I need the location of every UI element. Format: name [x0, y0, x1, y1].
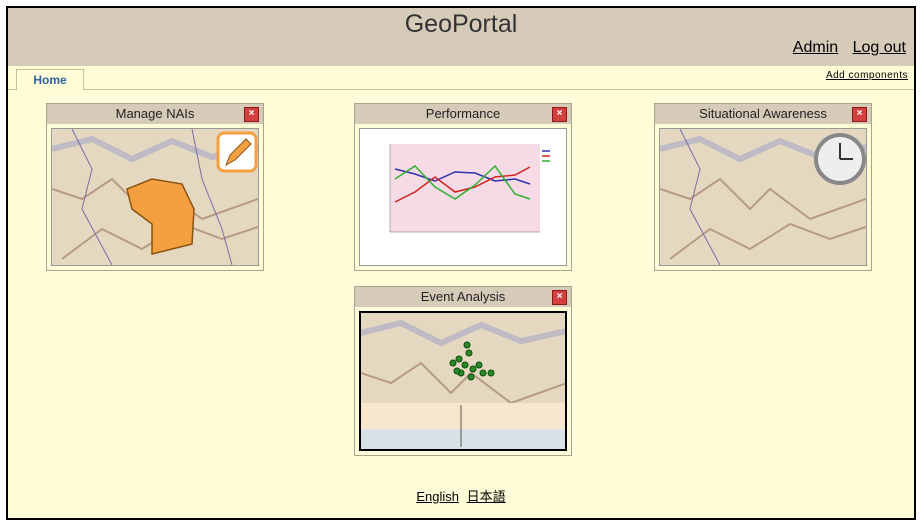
header: GeoPortal Admin Log out [8, 8, 914, 66]
close-icon[interactable]: × [244, 107, 259, 122]
map-image [660, 129, 866, 265]
widget-situational-awareness[interactable]: Situational Awareness × [654, 103, 872, 271]
close-icon[interactable]: × [552, 290, 567, 305]
tab-divider [8, 89, 914, 90]
widget-title-label: Event Analysis [420, 289, 506, 304]
tab-bar: Home Add components [8, 66, 914, 90]
language-english[interactable]: English [416, 489, 459, 504]
widget-title-label: Performance [425, 106, 501, 121]
app-window: GeoPortal Admin Log out Home Add compone… [6, 6, 916, 520]
nai-map[interactable] [51, 128, 259, 266]
awareness-map[interactable] [659, 128, 867, 266]
logout-link[interactable]: Log out [852, 39, 906, 56]
widget-title: Event Analysis × [355, 287, 571, 307]
map-image [361, 313, 565, 449]
widget-event-analysis[interactable]: Event Analysis × [354, 286, 572, 456]
performance-chart[interactable] [359, 128, 567, 266]
widget-manage-nais[interactable]: Manage NAIs × [46, 103, 264, 271]
widget-title: Manage NAIs × [47, 104, 263, 124]
widget-title-label: Manage NAIs [115, 106, 195, 121]
add-components-link[interactable]: Add components [825, 70, 908, 81]
close-icon[interactable]: × [852, 107, 867, 122]
map-image [52, 129, 258, 265]
user-links: Admin Log out [783, 39, 906, 57]
widget-title: Performance × [355, 104, 571, 124]
widget-performance[interactable]: Performance × [354, 103, 572, 271]
event-map[interactable] [359, 311, 567, 451]
language-japanese[interactable]: 日本語 [466, 489, 506, 504]
close-icon[interactable]: × [552, 107, 567, 122]
language-switcher: English 日本語 [8, 486, 914, 505]
widget-title: Situational Awareness × [655, 104, 871, 124]
nai-polygon [126, 178, 195, 255]
admin-link[interactable]: Admin [792, 39, 839, 56]
page-title: GeoPortal [404, 10, 518, 38]
widget-title-label: Situational Awareness [699, 106, 827, 121]
performance-chart-image [389, 144, 550, 233]
tab-home[interactable]: Home [16, 69, 84, 90]
